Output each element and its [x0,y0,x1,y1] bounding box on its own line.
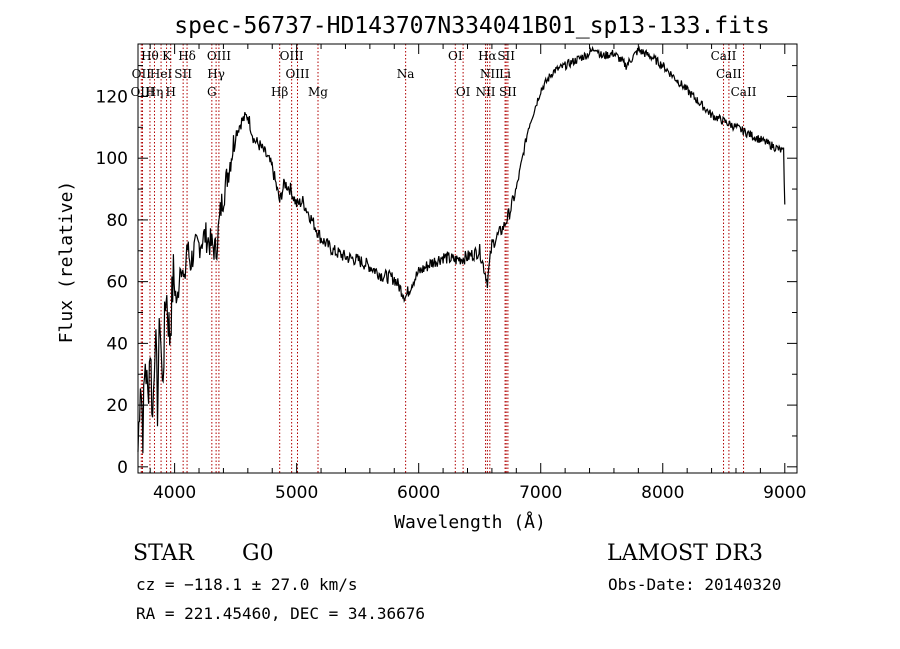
y-axis-ticks: 0 20 40 60 80 100 120 [96,65,797,478]
ra-dec-coordinates: RA = 221.45460, DEC = 34.36676 [136,604,425,623]
spectral-line-label: K [162,49,172,63]
observation-date: Obs-Date: 20140320 [608,575,781,594]
spectral-line-label: HeI [150,67,173,81]
y-tick-label: 100 [96,149,128,169]
x-axis-label: Wavelength (Å) [394,511,546,533]
spectral-line-label: NII [476,85,496,99]
x-tick-label: 9000 [763,483,806,503]
x-tick-label: 6000 [397,483,440,503]
spectral-line-label: OII [132,67,152,81]
y-tick-label: 40 [106,334,128,354]
spectral-line-label: OIII [285,67,309,81]
spectral-line-label: SII [499,85,517,99]
spectral-line-label: H [165,85,175,99]
object-subclass: G0 [242,541,274,566]
spectral-line-label: OIII [207,49,231,63]
survey-name: LAMOST DR3 [607,541,763,566]
spectral-line-label: CaII [716,67,742,81]
spectral-line-label: NII [480,67,500,81]
x-tick-label: 5000 [275,483,318,503]
spectral-line-label: Na [397,67,415,81]
object-class: STAR [133,541,195,566]
x-tick-label: 8000 [641,483,684,503]
y-tick-label: 80 [106,211,128,231]
spectral-line-label: Mg [308,85,328,99]
spectral-line-label: Hθ [141,49,159,63]
spectral-line-label: CaII [711,49,737,63]
x-tick-label: 4000 [153,483,196,503]
spectral-line-label: CaII [731,85,757,99]
spectral-line-label: OI [456,85,471,99]
spectral-line-label: Hδ [178,49,196,63]
spectral-line-label: Hγ [207,67,225,81]
spectral-line-label: SII [497,49,515,63]
spectral-line-label: Hη [146,85,164,99]
spectrum-line [137,45,786,454]
spectral-line-label: Hα [478,49,497,63]
spectral-line-label: OI [448,49,463,63]
spectral-line-label: OIII [130,85,154,99]
x-axis-ticks: 4000 5000 6000 7000 8000 9000 [149,44,806,503]
x-tick-label: 7000 [519,483,562,503]
y-tick-label: 120 [96,87,128,107]
spectral-line-label: Hβ [271,85,288,99]
spectral-line-label: Li [499,67,511,81]
spectral-line-label: OIII [280,49,304,63]
chart-title: spec-56737-HD143707N334041B01_sp13-133.f… [174,13,769,39]
y-tick-label: 20 [106,396,128,416]
spectral-line-label: SII [174,67,192,81]
spectral-line-label: G [207,85,217,99]
y-tick-label: 60 [106,273,128,293]
y-tick-label: 0 [117,458,128,478]
redshift-velocity: cz = −118.1 ± 27.0 km/s [136,575,358,594]
y-axis-label: Flux (relative) [56,181,77,344]
